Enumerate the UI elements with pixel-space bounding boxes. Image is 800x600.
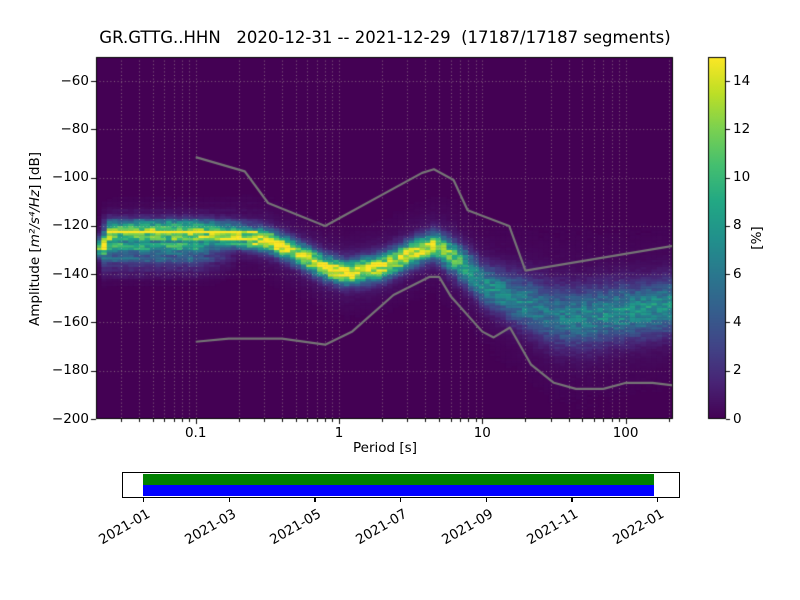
timeline-tick-mark — [657, 497, 659, 502]
y-tick-label: −120 — [51, 217, 89, 234]
colorbar-tick-label: 12 — [733, 120, 751, 137]
timeline-bar-blue — [143, 485, 654, 496]
timeline-tick-mark — [314, 497, 316, 502]
timeline-tick-mark — [571, 497, 573, 502]
y-tick-label: −140 — [51, 265, 89, 282]
colorbar-tick-label: 4 — [733, 313, 742, 330]
y-tick-label: −80 — [60, 120, 90, 137]
timeline-tick-mark — [143, 497, 145, 502]
y-tick-label: −100 — [51, 169, 89, 186]
x-tick-label: 100 — [612, 425, 639, 441]
x-tick-label: 1 — [334, 425, 344, 441]
x-axis-label: Period [s] — [353, 440, 417, 456]
timeline-bar-green — [143, 474, 654, 485]
timeline-tick-mark — [485, 497, 487, 502]
colorbar-tick-label: 10 — [733, 169, 751, 186]
y-tick-label: −60 — [60, 72, 90, 89]
plot-title: GR.GTTG..HHN 2020-12-31 -- 2021-12-29 (1… — [99, 28, 671, 47]
colorbar-tick-label: 0 — [733, 410, 742, 427]
timeline-tick-mark — [400, 497, 402, 502]
y-tick-label: −180 — [51, 362, 89, 379]
timeline-coverage-box — [122, 472, 680, 498]
x-tick-label: 0.1 — [184, 425, 207, 441]
y-tick-label: −160 — [51, 313, 89, 330]
colorbar-tick-label: 6 — [733, 265, 742, 282]
colorbar-tick-label: 2 — [733, 362, 742, 379]
x-tick-label: 10 — [473, 425, 491, 441]
y-tick-label: −200 — [51, 410, 89, 427]
timeline-tick-mark — [228, 497, 230, 502]
colorbar-tick-label: 8 — [733, 217, 742, 234]
colorbar-tick-label: 14 — [733, 72, 751, 89]
